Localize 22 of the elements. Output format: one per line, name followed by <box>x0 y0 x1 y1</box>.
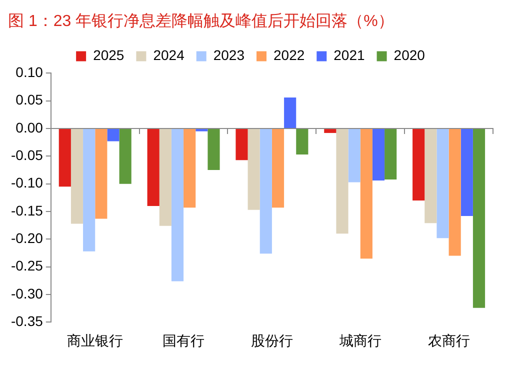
legend-label: 2022 <box>274 47 305 64</box>
y-tick-label: -0.20 <box>10 230 44 246</box>
legend-label: 2020 <box>394 47 426 64</box>
legend-label: 2023 <box>213 47 245 64</box>
x-tick-label: 城商行 <box>338 332 382 348</box>
legend-label: 2021 <box>334 47 366 64</box>
x-tick-label: 国有行 <box>162 332 205 348</box>
y-tick-label: 0.00 <box>16 119 44 136</box>
y-tick-label: 0.05 <box>16 92 44 108</box>
y-tick-label: -0.30 <box>10 285 44 302</box>
y-tick-label: -0.10 <box>10 174 44 191</box>
y-tick-label: -0.25 <box>10 258 44 274</box>
y-tick-label: -0.35 <box>10 313 44 330</box>
x-tick-label: 股份行 <box>250 332 293 348</box>
x-tick-label: 商业银行 <box>67 332 124 348</box>
y-tick-label: -0.15 <box>10 202 44 218</box>
y-tick-label: -0.05 <box>10 147 44 164</box>
y-tick-label: 0.10 <box>16 64 44 80</box>
x-tick-label: 农商行 <box>428 332 470 348</box>
legend-label: 2025 <box>93 47 124 64</box>
chart-title: 图 1：23 年银行净息差降幅触及峰值后开始回落（%） <box>8 12 394 30</box>
legend-label: 2024 <box>153 47 185 64</box>
